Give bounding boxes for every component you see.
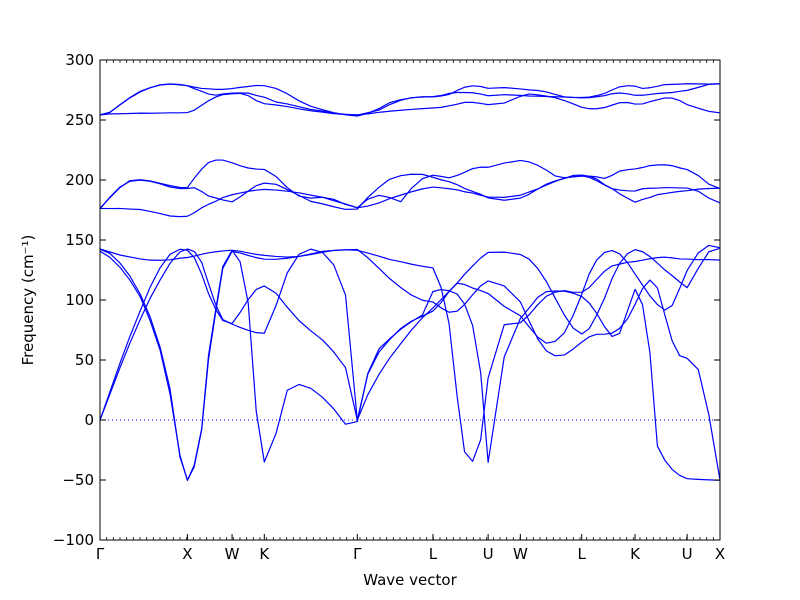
x-tick-label: X xyxy=(182,545,192,563)
phonon-band-6 xyxy=(100,175,720,218)
band-lines xyxy=(100,83,720,481)
y-tick-label: 150 xyxy=(65,231,94,249)
y-axis-label: Frequency (cm⁻¹) xyxy=(19,235,37,366)
y-tick-label: 50 xyxy=(75,351,94,369)
x-tick-label: Γ xyxy=(353,545,362,563)
phonon-band-2 xyxy=(100,244,720,421)
x-tick-label: U xyxy=(483,545,494,563)
phonon-band-8 xyxy=(100,159,720,209)
x-tick-label: U xyxy=(682,545,693,563)
y-tick-label: 100 xyxy=(65,291,94,309)
x-axis-label: Wave vector xyxy=(363,571,457,589)
x-tick-label: L xyxy=(578,545,587,563)
x-tick-label: W xyxy=(513,545,528,563)
phonon-band-10 xyxy=(100,83,720,116)
y-tick-label: 200 xyxy=(65,171,94,189)
x-tick-label: X xyxy=(715,545,725,563)
x-tick-label: L xyxy=(429,545,438,563)
x-tick-label: Γ xyxy=(96,545,105,563)
x-tick-label: K xyxy=(259,545,270,563)
x-tick-label: W xyxy=(225,545,240,563)
y-tick-label: 250 xyxy=(65,111,94,129)
x-tick-label: K xyxy=(630,545,641,563)
y-tick-label: −50 xyxy=(62,471,94,489)
phonon-band-1 xyxy=(100,247,720,421)
y-tick-label: 300 xyxy=(65,51,94,69)
phonon-band-5 xyxy=(100,248,720,481)
plot-area xyxy=(100,83,720,481)
phonon-band-11 xyxy=(100,92,720,116)
y-tick-label: 0 xyxy=(84,411,94,429)
phonon-band-7 xyxy=(100,173,720,210)
y-tick-label: −100 xyxy=(53,531,94,549)
y-axis-ticks: −100 −50 0 50 100 150 200 250 300 xyxy=(53,51,720,549)
phonon-band-4 xyxy=(100,249,720,481)
